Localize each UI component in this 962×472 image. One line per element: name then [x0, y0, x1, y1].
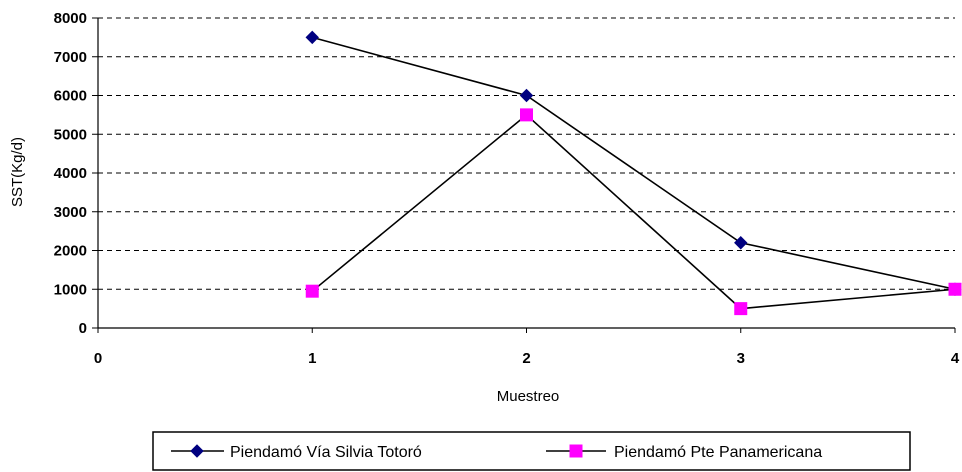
axes — [92, 18, 955, 333]
x-axis-title: Muestreo — [497, 388, 560, 405]
data-point-series-1 — [521, 90, 533, 102]
data-point-series-2 — [735, 303, 747, 315]
y-tick-label: 0 — [79, 320, 87, 337]
x-tick-label: 0 — [94, 350, 102, 367]
legend-label-2: Piendamó Pte Panamericana — [614, 444, 822, 461]
data-point-series-2 — [306, 285, 318, 297]
y-tick-label: 7000 — [54, 49, 87, 66]
x-tick-label: 4 — [951, 350, 960, 367]
legend: Piendamó Vía Silvia Totoró Piendamó Pte P… — [153, 432, 910, 470]
y-tick-label: 3000 — [54, 204, 87, 221]
data-point-series-2 — [949, 283, 961, 295]
data-point-series-1 — [306, 31, 318, 43]
x-tick-label: 1 — [308, 350, 316, 367]
x-tick-labels: 0 1 2 3 4 — [94, 350, 960, 367]
x-tick-label: 2 — [522, 350, 530, 367]
y-tick-label: 2000 — [54, 243, 87, 260]
data-point-series-1 — [735, 237, 747, 249]
y-tick-label: 5000 — [54, 126, 87, 143]
y-tick-labels: 0 1000 2000 3000 4000 5000 6000 7000 8000 — [54, 10, 87, 337]
gridlines — [98, 18, 955, 289]
y-tick-label: 6000 — [54, 88, 87, 105]
y-tick-label: 4000 — [54, 165, 87, 182]
y-axis-title: SST(Kg/d) — [9, 137, 26, 207]
series-line-1 — [312, 37, 955, 289]
x-tick-label: 3 — [737, 350, 745, 367]
legend-marker-2 — [570, 445, 582, 457]
legend-label-1: Piendamó Vía Silvia Totoró — [230, 444, 422, 461]
data-point-series-2 — [521, 109, 533, 121]
y-tick-label: 8000 — [54, 10, 87, 27]
y-tick-label: 1000 — [54, 281, 87, 298]
